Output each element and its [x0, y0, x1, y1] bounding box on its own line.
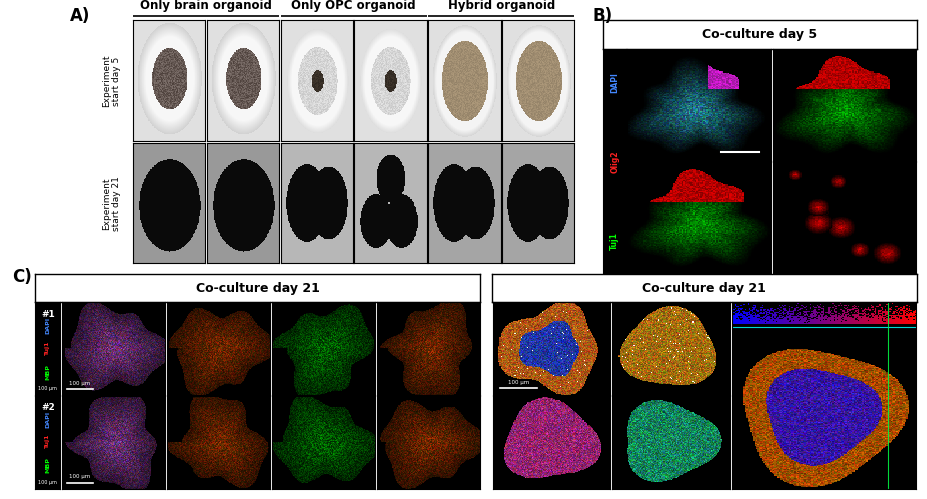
Text: Tuj1: Tuj1 — [610, 232, 618, 250]
Text: Olig2: Olig2 — [610, 150, 618, 173]
Text: DAPI: DAPI — [45, 317, 50, 334]
Text: Experiment
start day 21: Experiment start day 21 — [102, 176, 121, 231]
Text: 100 μm: 100 μm — [69, 381, 90, 386]
Text: C): C) — [12, 268, 32, 286]
Text: Only brain organoid: Only brain organoid — [140, 0, 272, 12]
Text: 100 μm: 100 μm — [38, 386, 57, 391]
Text: MBP: MBP — [45, 364, 50, 380]
Text: Hybrid organoid: Hybrid organoid — [448, 0, 554, 12]
Text: Co-culture day 21: Co-culture day 21 — [196, 281, 320, 295]
Text: A): A) — [70, 7, 90, 25]
Text: Tuj1: Tuj1 — [45, 341, 50, 356]
Text: 100 μm: 100 μm — [69, 474, 90, 479]
Text: 100 μm: 100 μm — [507, 380, 528, 385]
Text: B): B) — [591, 7, 612, 25]
Text: DAPI: DAPI — [45, 411, 50, 428]
Text: Co-culture day 21: Co-culture day 21 — [641, 281, 766, 295]
Text: DAPI: DAPI — [610, 72, 618, 93]
Text: 100 μm: 100 μm — [38, 480, 57, 485]
Text: Tuj1: Tuj1 — [45, 435, 50, 450]
Text: #2: #2 — [41, 403, 55, 412]
Text: Experiment
start day 5: Experiment start day 5 — [102, 55, 121, 107]
Text: Only OPC organoid: Only OPC organoid — [291, 0, 415, 12]
Text: MBP: MBP — [45, 458, 50, 474]
Text: #1: #1 — [41, 310, 55, 319]
Text: Co-culture day 5: Co-culture day 5 — [702, 28, 817, 41]
